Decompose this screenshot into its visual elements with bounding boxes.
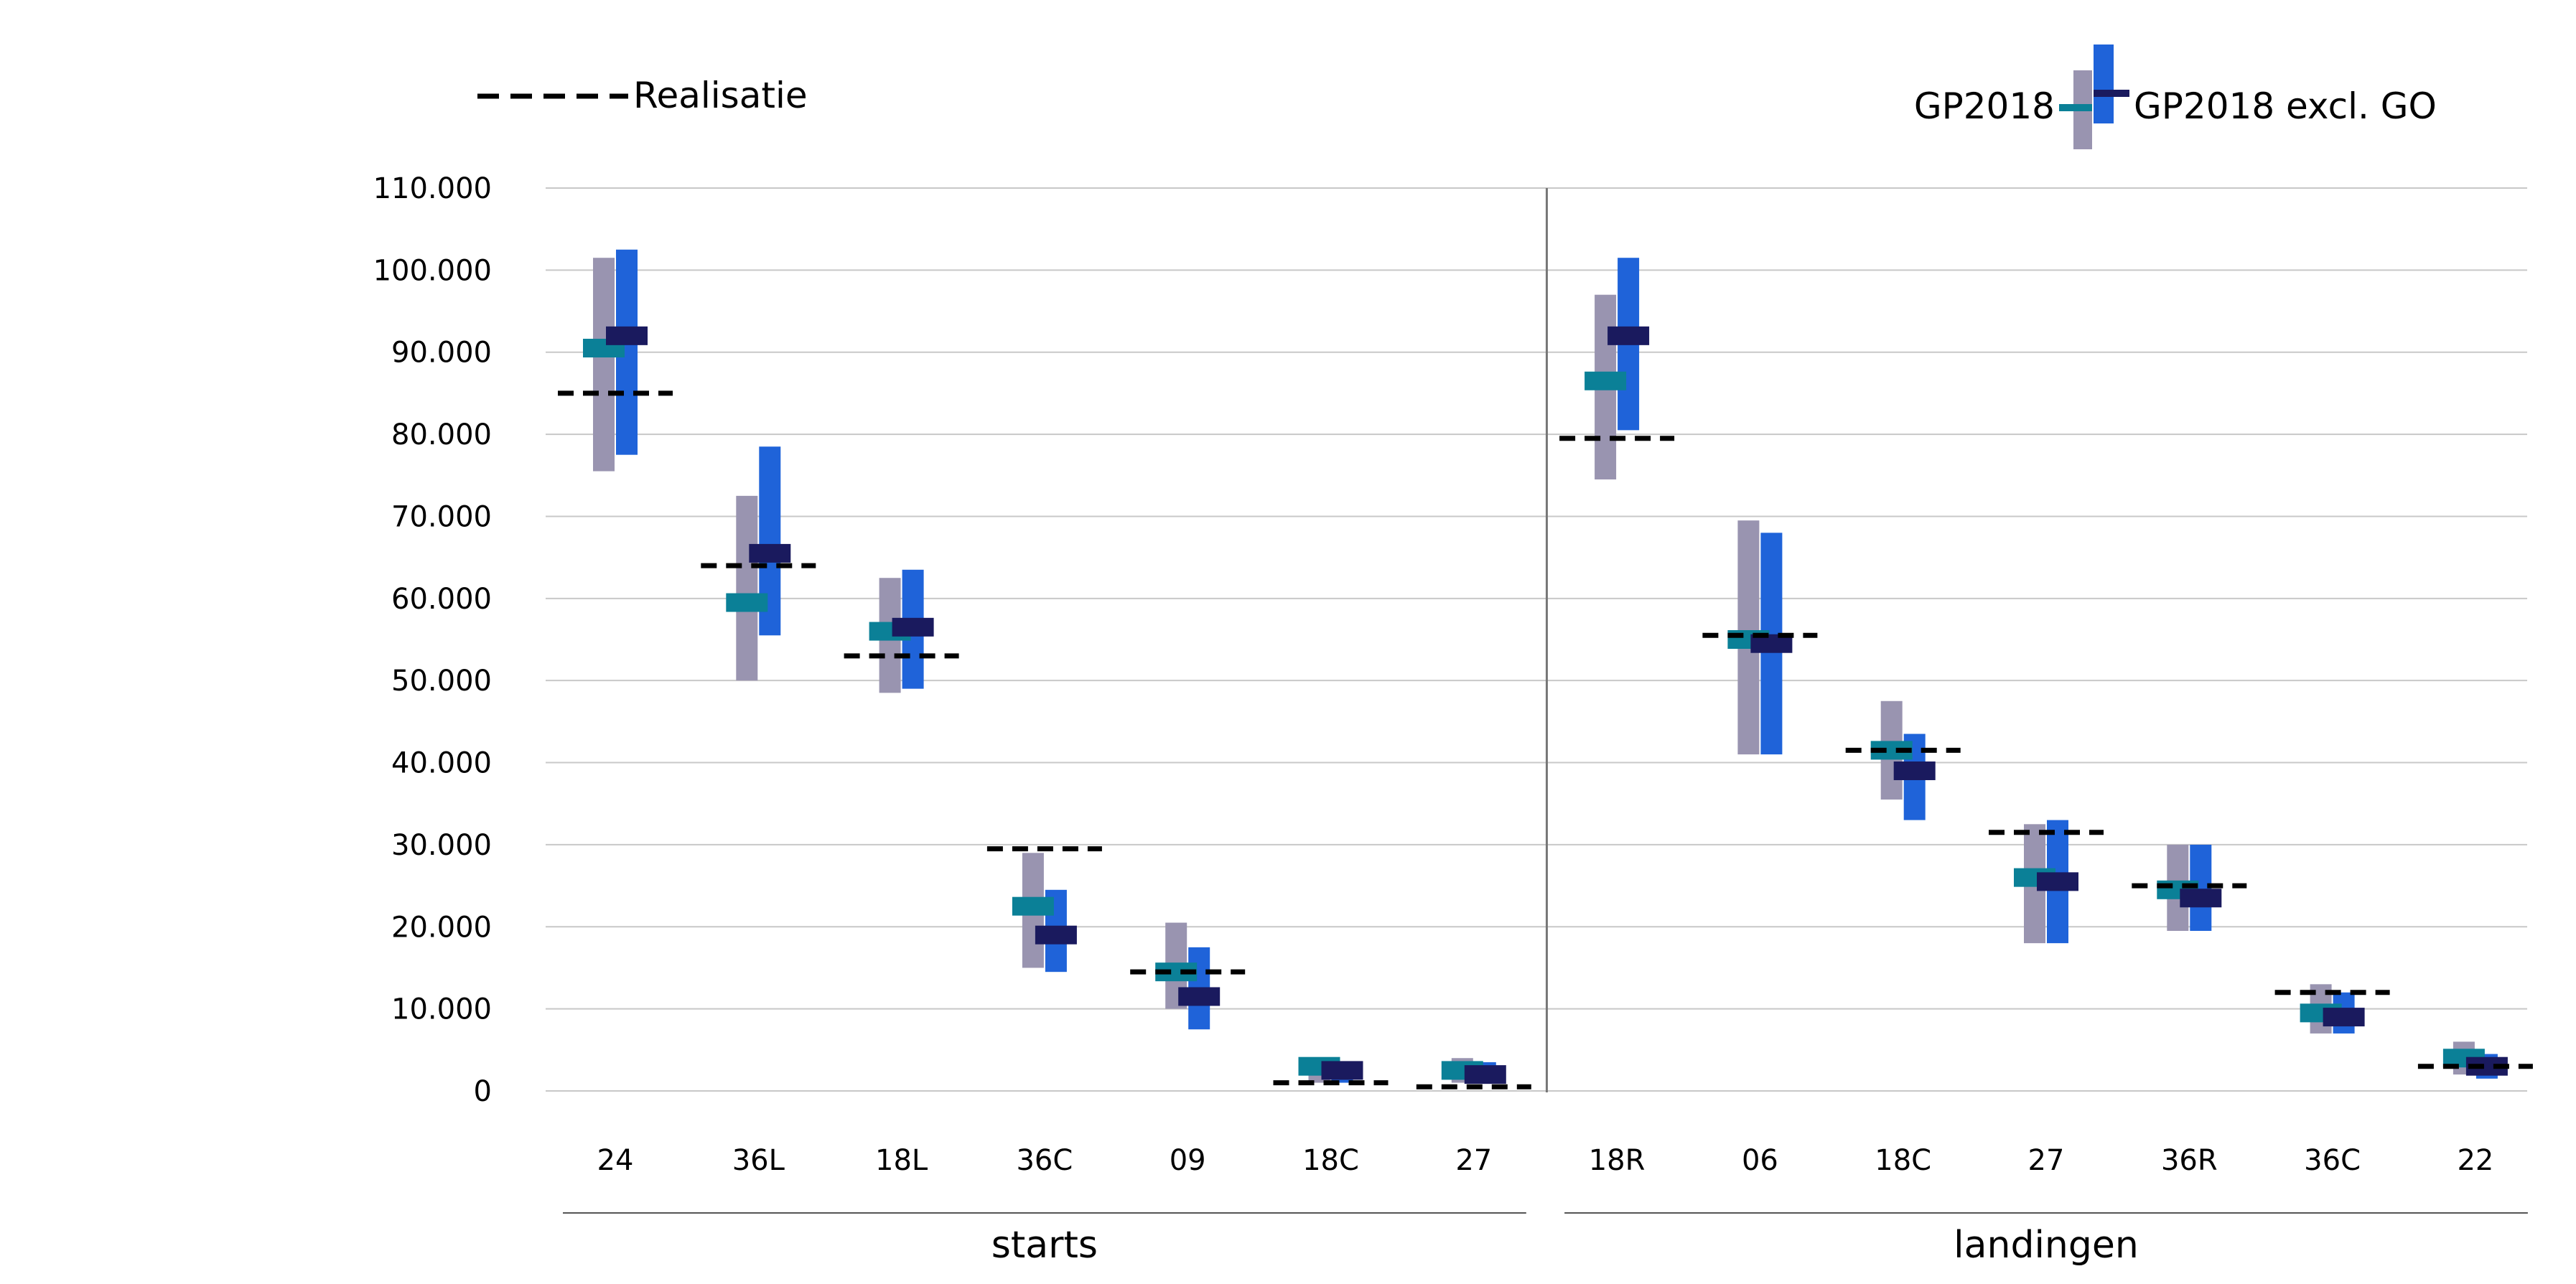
y-tick-label: 20.000 (391, 911, 492, 944)
gp2018-excl-go-marker (1607, 326, 1650, 345)
gp2018-range-bar (593, 258, 615, 472)
y-tick-label: 0 (474, 1075, 492, 1108)
y-tick-label: 100.000 (373, 254, 492, 287)
x-tick-label: 22 (2457, 1144, 2493, 1177)
x-tick-label: 27 (2028, 1144, 2065, 1177)
group-labels: starts landingen (563, 1212, 2528, 1267)
x-axis-tick-labels: 24 36L 18L 36C 09 18C 27 18R 06 18C 27 36R 36C 22 (597, 1144, 2494, 1177)
x-tick-label: 36C (1016, 1144, 1073, 1177)
y-tick-label: 110.000 (373, 172, 492, 205)
legend-realisatie-label: Realisatie (633, 75, 808, 116)
grid-lines (546, 187, 2527, 1092)
y-tick-label: 50.000 (391, 665, 492, 698)
legend-excl-range-swatch (2094, 44, 2114, 123)
gp2018-excl-go-marker (1035, 925, 1077, 945)
legend-gp2018-label: GP2018 (1914, 85, 2055, 127)
gp2018-excl-go-marker (2180, 889, 2222, 908)
x-tick-label: 24 (597, 1144, 634, 1177)
data-marks (558, 249, 2533, 1089)
gp2018-range-bar (736, 495, 758, 681)
gp2018-excl-go-marker (1178, 987, 1221, 1006)
gp2018-excl-go-marker (2037, 872, 2078, 891)
gp2018-excl-go-marker (892, 617, 934, 637)
y-tick-label: 30.000 (391, 829, 492, 862)
gp2018-marker (1585, 371, 1627, 390)
group-label: starts (991, 1224, 1098, 1267)
legend-gp2018-excl-go-label: GP2018 excl. GO (2134, 85, 2437, 127)
x-tick-label: 36C (2304, 1144, 2361, 1177)
gp2018-excl-go-marker (1464, 1065, 1506, 1084)
legend-gp2018-swatch (2059, 44, 2129, 149)
group-label: landingen (1954, 1224, 2139, 1267)
x-tick-label: 18C (1875, 1144, 1931, 1177)
x-tick-label: 18L (875, 1144, 928, 1177)
gp2018-marker (1012, 896, 1054, 916)
legend-excl-marker-swatch (2094, 90, 2129, 97)
x-tick-label: 18R (1589, 1144, 1646, 1177)
gp2018-excl-go-marker (749, 543, 791, 563)
y-axis-tick-labels: 0 10.000 20.000 30.000 40.000 50.000 60.000 70.… (373, 172, 492, 1108)
legend-gp2018-marker-swatch (2059, 104, 2092, 111)
gp2018-excl-go-marker (606, 326, 648, 345)
x-tick-label: 36L (732, 1144, 785, 1177)
gp2018-excl-go-marker (1893, 761, 1936, 780)
y-tick-label: 90.000 (391, 337, 492, 370)
x-tick-label: 06 (1742, 1144, 1778, 1177)
legend: Realisatie GP2018 GP2018 excl. GO (477, 44, 2437, 149)
gp2018-excl-go-marker (1321, 1061, 1363, 1080)
y-tick-label: 80.000 (391, 418, 492, 451)
gp2018-excl-go-marker (2323, 1008, 2365, 1027)
y-tick-label: 40.000 (391, 747, 492, 780)
x-tick-label: 36R (2161, 1144, 2218, 1177)
y-tick-label: 10.000 (391, 993, 492, 1026)
x-tick-label: 09 (1170, 1144, 1206, 1177)
gp2018-marker (726, 593, 768, 612)
y-tick-label: 70.000 (391, 500, 492, 533)
x-tick-label: 27 (1455, 1144, 1492, 1177)
x-tick-label: 18C (1302, 1144, 1359, 1177)
y-tick-label: 60.000 (391, 583, 492, 616)
